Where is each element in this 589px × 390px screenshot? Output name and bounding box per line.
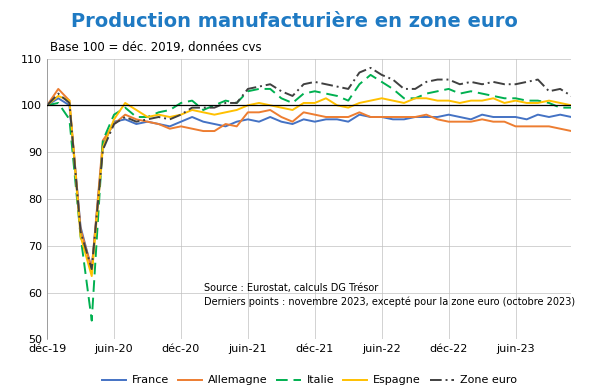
Text: Source : Eurostat, calculs DG Trésor
Derniers points : novembre 2023, excepté po: Source : Eurostat, calculs DG Trésor Der… (204, 283, 575, 307)
Text: Base 100 = déc. 2019, données cvs: Base 100 = déc. 2019, données cvs (49, 41, 262, 54)
Legend: France, Allemagne, Italie, Espagne, Zone euro: France, Allemagne, Italie, Espagne, Zone… (97, 371, 521, 390)
Text: Production manufacturière en zone euro: Production manufacturière en zone euro (71, 12, 518, 31)
